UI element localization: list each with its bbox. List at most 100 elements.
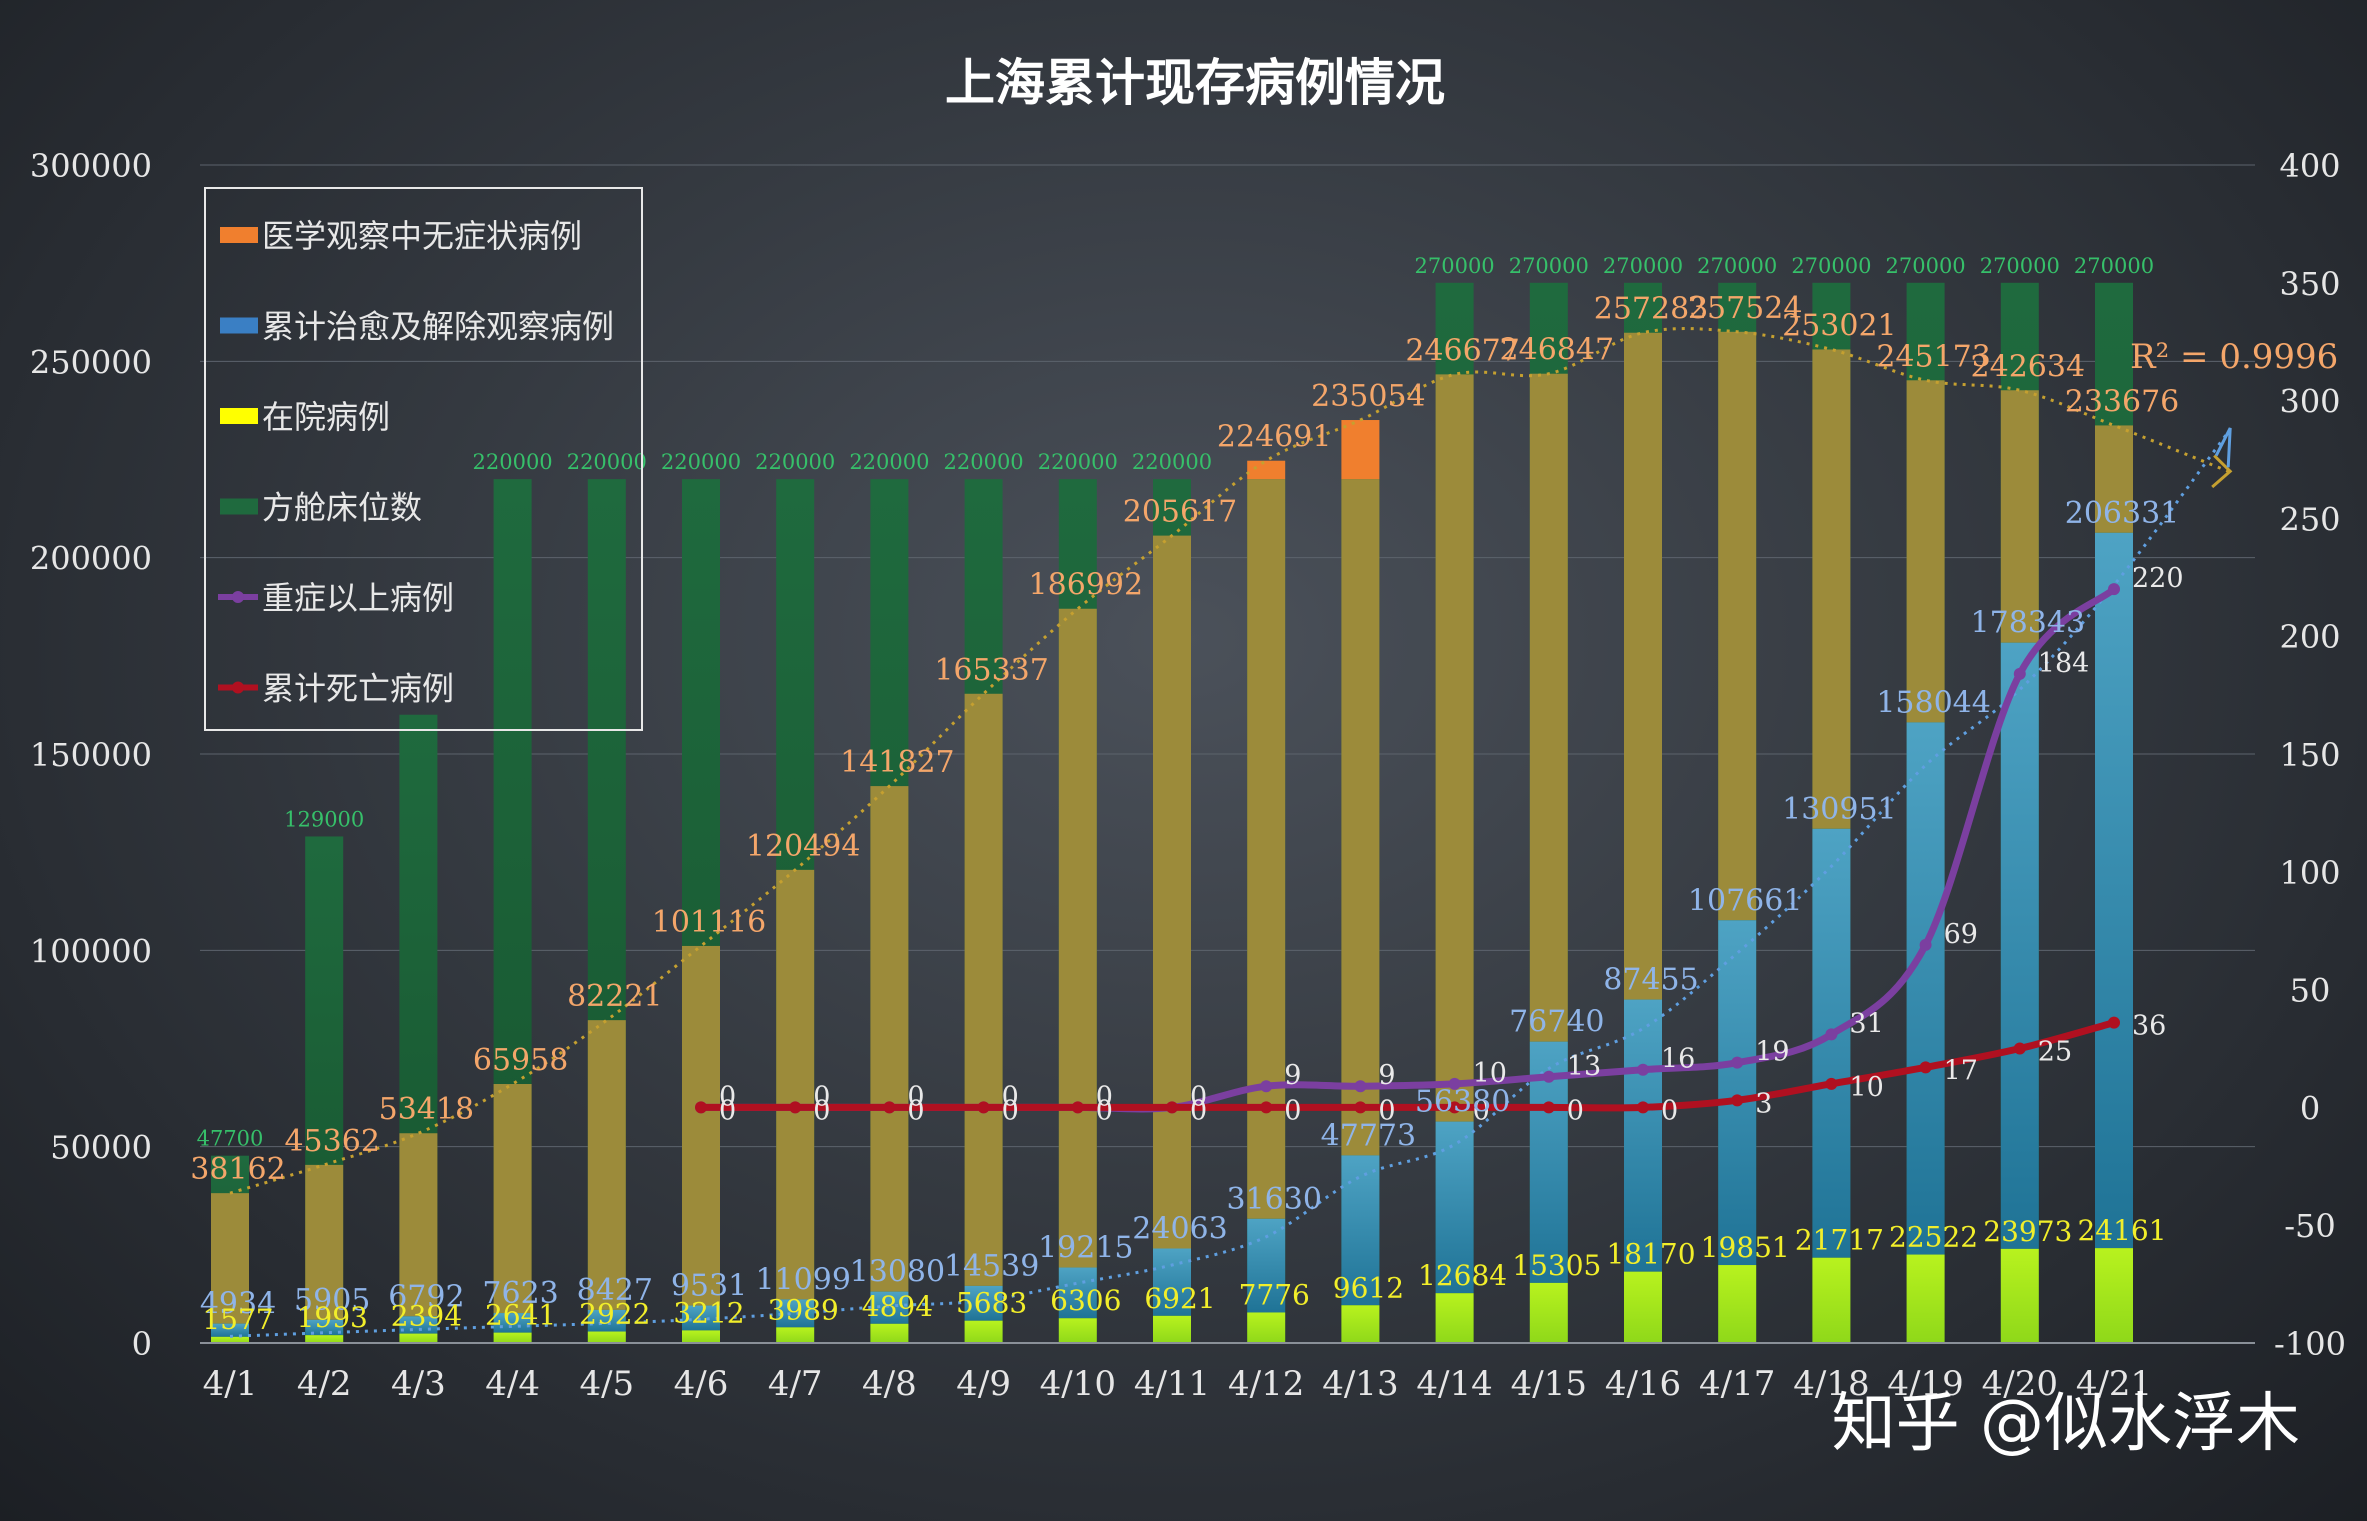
asymptomatic-bar bbox=[1812, 349, 1851, 829]
hospitalized-value-label: 9612 bbox=[1333, 1271, 1404, 1304]
deaths-label: 0 bbox=[1661, 1095, 1678, 1126]
legend-label: 在院病例 bbox=[262, 398, 390, 436]
deaths-point bbox=[1071, 1101, 1084, 1114]
asymptomatic-bar bbox=[1529, 373, 1568, 1042]
cured-bar bbox=[211, 1323, 249, 1337]
cured-value-label: 56380 bbox=[1415, 1085, 1510, 1120]
cured-value-label: 31630 bbox=[1226, 1182, 1321, 1217]
asymptomatic-over-capacity-bar bbox=[1341, 420, 1380, 480]
asymptomatic-value-label: 246847 bbox=[1500, 333, 1615, 368]
x-axis-tick: 4/17 bbox=[1699, 1364, 1775, 1404]
deaths-point bbox=[789, 1101, 802, 1114]
bed-capacity-label: 270000 bbox=[1980, 254, 2060, 278]
hospitalized-bar bbox=[1624, 1271, 1662, 1343]
cured-bar bbox=[682, 1305, 720, 1331]
deaths-point bbox=[1825, 1077, 1838, 1090]
cured-bar bbox=[1058, 1267, 1097, 1319]
asymptomatic-value-label: 120494 bbox=[746, 829, 861, 864]
asymptomatic-bar bbox=[493, 1084, 532, 1314]
deaths-point bbox=[1637, 1101, 1649, 1114]
hospitalized-value-label: 3989 bbox=[768, 1293, 839, 1326]
line-series bbox=[695, 583, 2120, 1114]
asymptomatic-value-label: 101116 bbox=[652, 905, 767, 940]
deaths-label: 0 bbox=[907, 1095, 924, 1126]
gridlines bbox=[200, 164, 2255, 1344]
left-axis-tick: 150000 bbox=[30, 736, 152, 774]
legend-swatch bbox=[220, 227, 258, 243]
asymptomatic-value-label: 245173 bbox=[1876, 339, 1991, 374]
legend-label: 累计死亡病例 bbox=[262, 670, 454, 708]
x-axis-tick: 4/20 bbox=[1982, 1364, 2058, 1404]
x-axis-tick: 4/6 bbox=[674, 1364, 729, 1404]
hospitalized-bar bbox=[1718, 1265, 1757, 1343]
cured-value-label: 178343 bbox=[1971, 606, 2086, 641]
cured-value-label: 130951 bbox=[1782, 792, 1897, 827]
deaths-label: 0 bbox=[1002, 1095, 1019, 1126]
cured-value-label: 13080 bbox=[850, 1255, 945, 1290]
hospitalized-bar bbox=[870, 1323, 909, 1343]
bed-capacity-label: 270000 bbox=[1697, 254, 1777, 278]
asymptomatic-value-label: 224691 bbox=[1217, 420, 1332, 455]
asymptomatic-bar bbox=[2000, 390, 2039, 643]
hospitalized-value-label: 6921 bbox=[1144, 1282, 1215, 1315]
bed-capacity-label: 220000 bbox=[755, 450, 835, 474]
asymptomatic-bar bbox=[870, 786, 909, 1292]
legend-swatch-marker bbox=[232, 681, 244, 694]
right-axis-tick: 50 bbox=[2290, 972, 2331, 1010]
legend-swatch-marker bbox=[232, 591, 244, 603]
legend-box bbox=[204, 187, 643, 731]
x-axis-tick: 4/3 bbox=[391, 1364, 446, 1404]
hospitalized-bar bbox=[305, 1335, 344, 1343]
bed-capacity-label: 220000 bbox=[849, 450, 929, 474]
cured-value-label: 9531 bbox=[671, 1269, 747, 1304]
trendline-arrow bbox=[2214, 427, 2232, 468]
asymptomatic-value-label: 38162 bbox=[190, 1152, 285, 1187]
x-axis-tick: 4/16 bbox=[1605, 1364, 1681, 1404]
deaths-label: 17 bbox=[1944, 1055, 1978, 1086]
legend-swatch bbox=[220, 408, 258, 424]
hospitalized-value-label: 2394 bbox=[391, 1300, 462, 1333]
asymptomatic-value-label: 253021 bbox=[1782, 308, 1897, 343]
bed-capacity-label: 220000 bbox=[1038, 450, 1118, 474]
deaths-label: 0 bbox=[1284, 1095, 1301, 1126]
asymptomatic-over-capacity-bar bbox=[1247, 460, 1286, 480]
severe-cases-label: 184 bbox=[2038, 648, 2090, 679]
asymptomatic-bar bbox=[1247, 479, 1286, 1219]
asymptomatic-value-label: 257524 bbox=[1688, 291, 1803, 326]
legend-label: 医学观察中无症状病例 bbox=[262, 217, 582, 255]
deaths-label: 0 bbox=[1473, 1095, 1490, 1126]
deaths-point bbox=[2108, 1016, 2120, 1029]
asymptomatic-bar bbox=[211, 1193, 249, 1324]
left-axis-tick: 300000 bbox=[30, 147, 152, 185]
deaths-line bbox=[697, 1019, 2118, 1112]
asymptomatic-value-label: 141827 bbox=[840, 745, 955, 780]
asymptomatic-bar bbox=[776, 869, 815, 1300]
bed-capacity-label: 270000 bbox=[1791, 254, 1871, 278]
deaths-point bbox=[1731, 1094, 1744, 1107]
cured-value-label: 8427 bbox=[577, 1273, 653, 1308]
hospitalized-value-label: 5683 bbox=[956, 1287, 1027, 1320]
trendline-arrow bbox=[2211, 454, 2233, 489]
x-axis-tick: 4/10 bbox=[1040, 1364, 1116, 1404]
asymptomatic-value-label: 235054 bbox=[1311, 379, 1426, 414]
stacked-bars bbox=[211, 331, 2133, 1343]
asymptomatic-bar bbox=[587, 1020, 626, 1310]
asymptomatic-value-label: 233676 bbox=[2065, 384, 2180, 419]
deaths-label: 25 bbox=[2038, 1037, 2072, 1068]
hospitalized-value-label: 18170 bbox=[1606, 1238, 1695, 1271]
hospitalized-value-label: 1993 bbox=[297, 1301, 368, 1334]
x-axis-tick: 4/5 bbox=[579, 1364, 634, 1404]
left-axis-tick: 250000 bbox=[30, 343, 152, 381]
x-axis-tick: 4/4 bbox=[485, 1364, 540, 1404]
deaths-label: 0 bbox=[1096, 1095, 1113, 1126]
cured-bar bbox=[870, 1291, 909, 1324]
asymptomatic-value-label: 45362 bbox=[284, 1124, 379, 1159]
asymptomatic-bar bbox=[1435, 374, 1474, 1122]
bed-capacity-label: 270000 bbox=[1415, 254, 1495, 278]
hospitalized-bar bbox=[211, 1336, 249, 1343]
cured-value-label: 76740 bbox=[1509, 1005, 1604, 1040]
deaths-label: 36 bbox=[2132, 1011, 2166, 1042]
cured-value-label: 11099 bbox=[755, 1262, 850, 1297]
